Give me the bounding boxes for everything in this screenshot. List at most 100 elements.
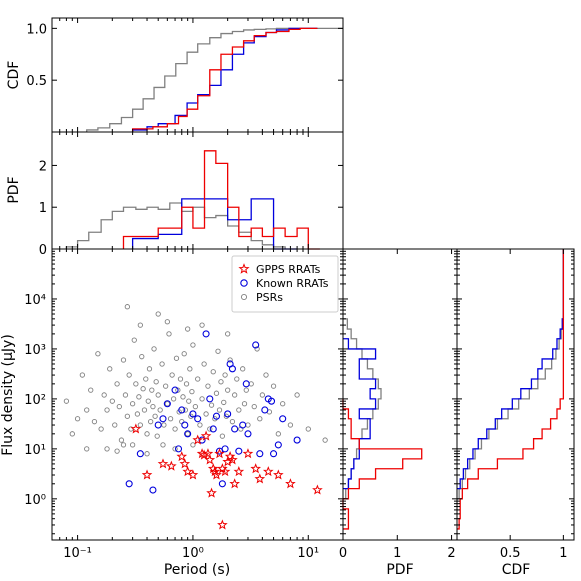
cdf-flux-frame — [456, 248, 575, 541]
point-psrs-68 — [192, 403, 199, 410]
point-known-rrats-31 — [261, 406, 269, 414]
point-gpps-rrats-25 — [233, 466, 245, 477]
point-known-rrats-20 — [221, 445, 229, 453]
cdf-period-ytick-label: 0.5 — [26, 74, 47, 89]
cdf-flux-series-gpps-rrats — [457, 249, 565, 530]
point-psrs-119 — [144, 451, 150, 457]
point-psrs-75 — [207, 426, 213, 432]
point-psrs-92 — [236, 407, 242, 413]
point-known-rrats-29 — [252, 341, 260, 349]
pdf-flux-xtick-label: 0 — [339, 546, 347, 561]
legend-label-known: Known RRATs — [256, 277, 329, 290]
point-gpps-rrats-28 — [254, 473, 266, 484]
point-gpps-rrats-27 — [250, 463, 261, 474]
point-psrs-23 — [131, 337, 137, 343]
legend-marker-known-circle-icon — [240, 279, 248, 287]
scatter-ytick-label: 10⁰ — [24, 493, 46, 508]
point-known-rrats-2 — [149, 486, 157, 494]
point-gpps-rrats-0 — [130, 423, 142, 434]
point-gpps-rrats-31 — [285, 478, 296, 489]
point-known-rrats-24 — [231, 425, 239, 433]
point-known-rrats-14 — [202, 330, 210, 338]
point-psrs-120 — [120, 442, 127, 448]
point-known-rrats-13 — [198, 436, 206, 444]
point-gpps-rrats-33 — [217, 519, 228, 530]
point-psrs-106 — [275, 431, 281, 437]
point-psrs-3 — [79, 372, 86, 378]
point-psrs-86 — [223, 413, 230, 419]
point-psrs-85 — [222, 372, 228, 378]
point-psrs-58 — [180, 394, 186, 400]
point-known-rrats-8 — [178, 406, 186, 414]
pdf-period-ylabel: PDF — [6, 176, 22, 203]
point-psrs-5 — [88, 387, 94, 393]
point-psrs-63 — [186, 398, 192, 404]
point-psrs-61 — [183, 381, 190, 387]
point-known-rrats-15 — [206, 395, 214, 403]
point-gpps-rrats-29 — [262, 466, 274, 477]
pdf-period-lines — [65, 150, 320, 250]
point-gpps-rrats-1 — [141, 469, 153, 480]
point-known-rrats-4 — [159, 415, 167, 423]
point-psrs-127 — [160, 442, 166, 448]
point-psrs-88 — [227, 357, 233, 363]
legend-markers — [238, 263, 250, 301]
point-psrs-89 — [229, 419, 236, 425]
scatter-xtick-label: 10¹ — [297, 546, 319, 561]
point-psrs-36 — [149, 387, 155, 393]
point-psrs-107 — [280, 401, 286, 407]
pdf-flux-lines — [342, 318, 423, 530]
point-psrs-14 — [114, 381, 120, 387]
scatter-xtick-label: 10⁻¹ — [63, 546, 92, 561]
point-psrs-69 — [195, 376, 201, 382]
pdf-flux-xtick-label: 1 — [393, 546, 401, 561]
scatter-ytick-label: 10⁴ — [24, 293, 46, 308]
point-psrs-114 — [155, 311, 161, 317]
point-gpps-rrats-10 — [198, 449, 210, 460]
point-psrs-83 — [219, 433, 226, 439]
point-psrs-53 — [173, 355, 180, 361]
point-known-rrats-6 — [171, 386, 179, 394]
pdf-period-ticks: 0 1 2 — [39, 132, 344, 258]
point-psrs-47 — [164, 401, 170, 407]
point-gpps-rrats-5 — [179, 458, 191, 469]
point-psrs-4 — [84, 407, 90, 413]
point-psrs-18 — [122, 392, 129, 398]
cdf-period-ylabel: CDF — [6, 61, 22, 90]
point-gpps-rrats-18 — [214, 448, 225, 459]
pdf-period-ytick-label: 1 — [39, 201, 47, 216]
point-psrs-80 — [215, 348, 221, 354]
point-known-rrats-21 — [224, 410, 232, 418]
point-psrs-52 — [172, 426, 178, 432]
point-psrs-91 — [234, 376, 240, 382]
panel-scatter: 10⁻¹ 10⁰ 10¹ 10⁰ 10¹ 10² 10³ 10⁴ Period (s) Flu… — [0, 248, 344, 578]
pdf-period-series-gpps-rrats — [122, 150, 320, 250]
point-psrs-11 — [107, 366, 113, 372]
point-psrs-62 — [185, 431, 191, 437]
point-psrs-39 — [152, 413, 158, 419]
point-gpps-rrats-17 — [211, 469, 222, 480]
cdf-flux-xtick-label: 0.5 — [500, 546, 521, 561]
panel-cdf-flux: 0.5 1 CDF — [456, 248, 575, 578]
pdf-flux-xtick-label: 2 — [447, 546, 455, 561]
point-gpps-rrats-26 — [242, 448, 254, 459]
point-psrs-66 — [189, 388, 195, 395]
point-psrs-71 — [199, 396, 205, 402]
point-known-rrats-23 — [228, 365, 236, 373]
point-psrs-64 — [187, 366, 193, 372]
point-psrs-56 — [177, 376, 184, 382]
point-known-rrats-7 — [174, 445, 183, 453]
point-gpps-rrats-3 — [166, 460, 177, 471]
point-psrs-70 — [197, 422, 203, 428]
point-gpps-rrats-12 — [202, 448, 214, 459]
point-psrs-65 — [188, 413, 194, 419]
panel-cdf-period: 0.5 1.0 CDF — [6, 17, 344, 133]
point-gpps-rrats-8 — [192, 434, 204, 445]
pdf-flux-xlabel: PDF — [386, 562, 413, 578]
point-psrs-13 — [112, 422, 118, 428]
point-known-rrats-1 — [136, 450, 144, 458]
point-psrs-44 — [159, 361, 165, 367]
point-psrs-102 — [259, 392, 266, 398]
point-known-rrats-35 — [274, 441, 282, 449]
point-psrs-6 — [91, 419, 98, 425]
